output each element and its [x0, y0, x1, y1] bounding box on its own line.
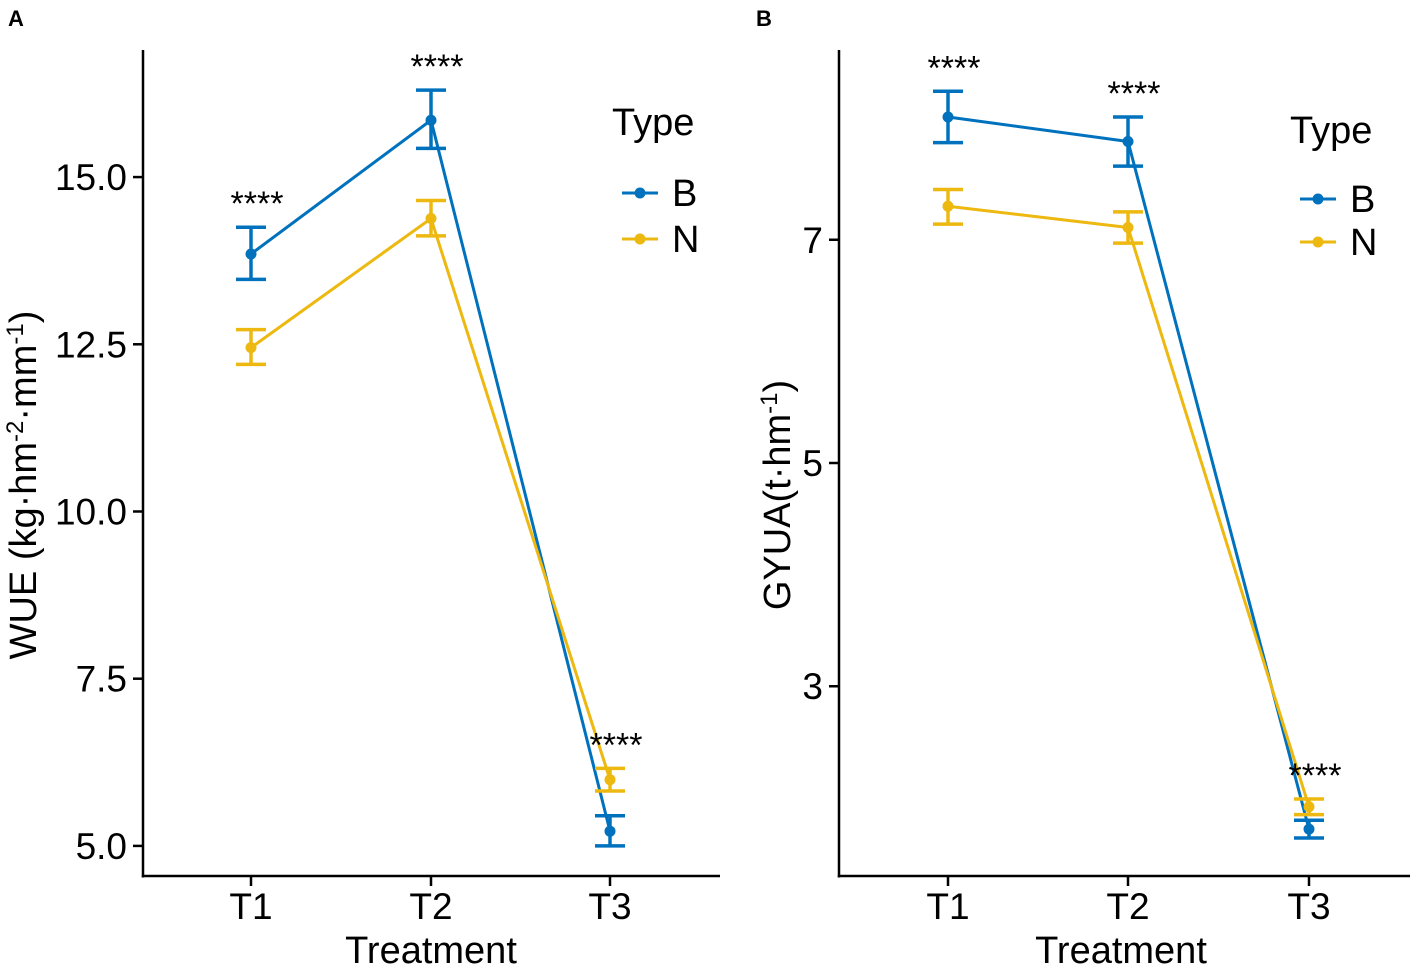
panel-b-x-tick-label: T3 — [1287, 886, 1330, 927]
x-axis-title-a: Treatment — [345, 930, 517, 967]
panel-a-series-b-point — [245, 248, 257, 260]
panel-b-significance-label: **** — [1289, 757, 1342, 795]
panel-a-significance-label: **** — [231, 185, 284, 223]
panel-letter-b: B — [756, 6, 772, 31]
panel-a-series-n-point — [245, 342, 257, 354]
panel-b-y-tick-label: 7 — [802, 220, 823, 261]
panel-a-series-b-point — [425, 114, 437, 126]
panel-b-series-b-point — [1122, 136, 1134, 148]
panel-a-legend-key-n-point — [634, 233, 646, 245]
panel-a-series-n-point — [425, 213, 437, 225]
panel-b-legend-key-n-point — [1312, 236, 1324, 248]
panel-b-series-n-point — [1122, 221, 1134, 233]
panel-b-significance-label: **** — [928, 49, 981, 87]
panel-a-series-n-point — [604, 774, 616, 786]
panel-b-series-b-point — [1303, 823, 1315, 835]
panel-a-y-tick-label: 7.5 — [76, 659, 127, 700]
panel-b-series-b-point — [942, 111, 954, 123]
y-axis-title-a: WUE (kg·hm-2·mm-1) — [2, 311, 45, 660]
panel-b: B Treatment GYUA(t·hm-1) 3 5 7 T1 T2 T3 **** **… — [756, 6, 1410, 967]
panel-b-legend-label-b: B — [1350, 179, 1375, 221]
x-axis-title-b: Treatment — [1035, 930, 1207, 967]
panel-a-significance-label: **** — [590, 726, 643, 764]
panel-a-legend-label-n: N — [672, 219, 699, 261]
panel-a-series-b-point — [604, 825, 616, 837]
panel-a-y-tick-label: 15.0 — [55, 157, 127, 198]
panel-b-y-tick-label: 5 — [802, 443, 823, 484]
panel-letter-a: A — [8, 6, 24, 31]
panel-b-significance-label: **** — [1108, 75, 1161, 113]
panel-b-legend-label-n: N — [1350, 222, 1377, 264]
panel-b-legend-key-b-point — [1312, 193, 1324, 205]
panel-a-legend-title: Type — [612, 102, 694, 144]
panel-a-x-tick-label: T1 — [229, 886, 272, 927]
panel-b-y-tick-label: 3 — [802, 666, 823, 707]
panel-a-series-n-line — [250, 216, 612, 781]
panel-b-x-tick-label: T2 — [1106, 886, 1149, 927]
panel-a-legend-label-b: B — [672, 173, 697, 215]
panel-a-y-tick-label: 10.0 — [55, 491, 127, 532]
panel-b-legend-title: Type — [1290, 110, 1372, 152]
panel-b-series-n-point — [942, 200, 954, 212]
panel-a-x-tick-label: T3 — [588, 886, 631, 927]
panel-a-legend-key-b-point — [634, 187, 646, 199]
panel-a-y-tick-label: 5.0 — [76, 826, 127, 867]
panel-b-series-n-line — [947, 204, 1311, 808]
panel-a-x-tick-label: T2 — [409, 886, 452, 927]
panel-a-significance-label: **** — [411, 48, 464, 86]
panel-b-series-n-point — [1303, 801, 1315, 813]
y-axis-title-b: GYUA(t·hm-1) — [756, 380, 799, 610]
panel-b-x-tick-label: T1 — [926, 886, 969, 927]
panel-a: A Treatment WUE (kg·hm-2·mm-1) 5.0 7.5 10.… — [2, 6, 720, 967]
panel-a-y-tick-label: 12.5 — [55, 324, 127, 365]
